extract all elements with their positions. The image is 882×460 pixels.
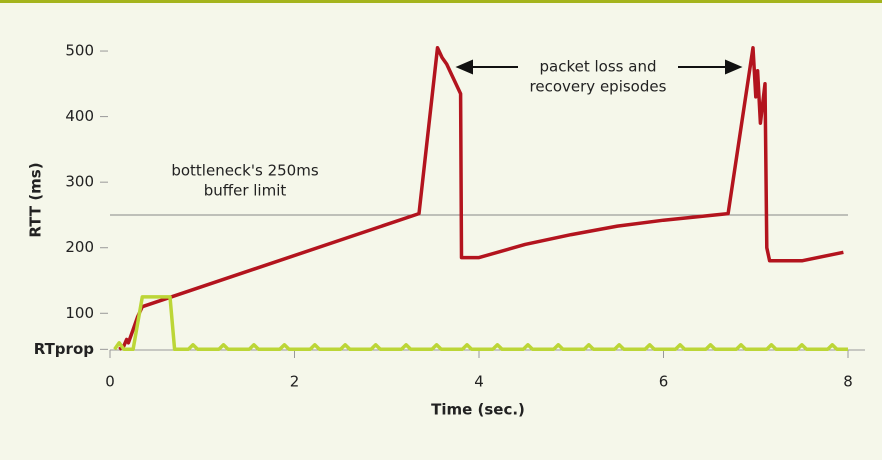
x-tick-label: 8: [843, 373, 853, 391]
x-axis-label: Time (sec.): [431, 401, 525, 419]
annotation: packet loss and: [540, 58, 657, 76]
y-tick-label: 400: [65, 107, 94, 125]
y-tick-label: RTprop: [34, 340, 95, 358]
annotation: buffer limit: [204, 182, 287, 200]
x-tick-label: 4: [474, 373, 484, 391]
x-tick-label: 0: [105, 373, 115, 391]
top-border: [0, 0, 882, 3]
y-tick-label: 200: [65, 238, 94, 256]
y-axis-label: RTT (ms): [27, 162, 45, 237]
x-tick-label: 6: [659, 373, 669, 391]
series-line: [113, 295, 848, 352]
x-tick-label: 2: [290, 373, 300, 391]
y-tick-label: 100: [65, 304, 94, 322]
y-tick-label: 300: [65, 173, 94, 191]
y-tick-label: 500: [65, 42, 94, 60]
arrow: [455, 59, 743, 75]
annotation: bottleneck's 250ms: [171, 162, 318, 180]
annotation: recovery episodes: [530, 78, 667, 96]
